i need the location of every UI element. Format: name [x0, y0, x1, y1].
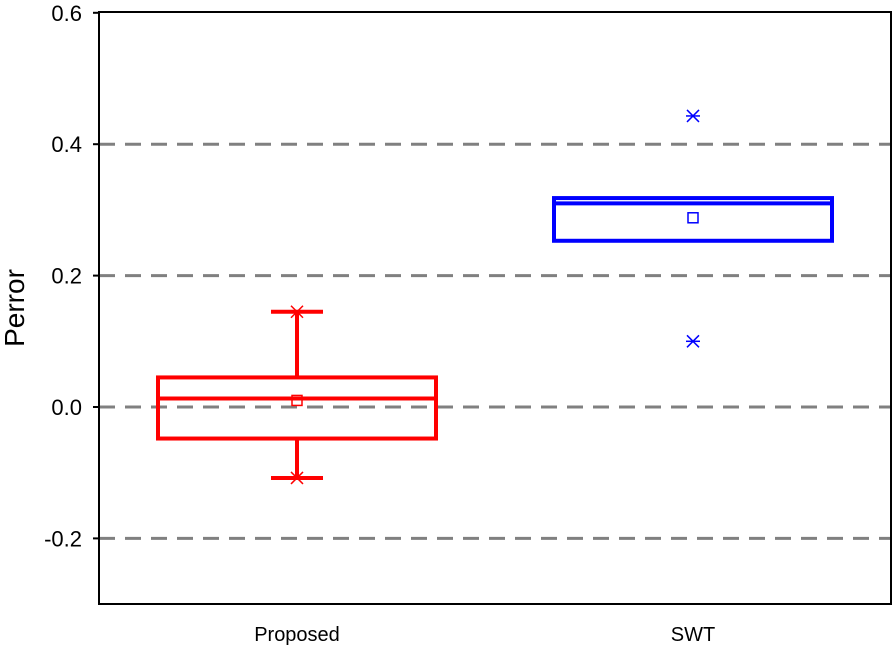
- y-tick-label: 0.4: [51, 132, 82, 157]
- outlier-marker: [290, 305, 304, 319]
- y-axis-ticks: 0.6 0.4 0.2 0.0 -0.2: [44, 1, 99, 551]
- category-label: Proposed: [254, 624, 340, 646]
- y-axis-title: Perror: [0, 269, 30, 347]
- y-tick-label: 0.0: [51, 395, 82, 420]
- boxes: [156, 109, 834, 485]
- x-axis-labels: Proposed SWT: [254, 624, 715, 646]
- gridlines: [99, 142, 891, 540]
- interquartile-box: [156, 375, 438, 441]
- mean-marker: [687, 212, 699, 224]
- y-tick-label: 0.2: [51, 264, 82, 289]
- outlier-marker: [686, 109, 700, 123]
- outlier-marker: [686, 334, 700, 348]
- mean-marker: [291, 394, 303, 407]
- plot-area-frame: [98, 11, 892, 605]
- y-tick-label: -0.2: [44, 526, 82, 551]
- outlier-marker: [290, 471, 304, 485]
- box-swt: [552, 109, 834, 348]
- interquartile-box: [552, 196, 834, 243]
- box-proposed: [156, 305, 438, 485]
- y-tick-label: 0.6: [51, 1, 82, 26]
- category-label: SWT: [671, 624, 715, 646]
